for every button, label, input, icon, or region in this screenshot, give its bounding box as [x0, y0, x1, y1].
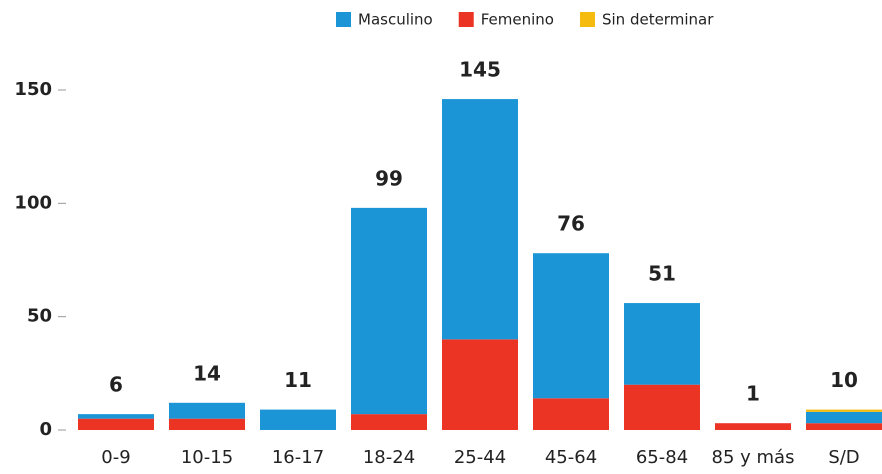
y-tick-label: 100 [14, 192, 52, 213]
x-tick-label: S/D [828, 447, 859, 468]
total-label: 10 [830, 368, 858, 392]
total-label: 99 [375, 166, 403, 190]
bar-segment [624, 303, 700, 385]
x-tick-label: 25-44 [454, 447, 506, 468]
bar-segment [806, 409, 882, 412]
x-tick-label: 16-17 [272, 447, 324, 468]
bar-segment [806, 423, 882, 430]
x-tick-label: 45-64 [545, 447, 597, 468]
bar-segment [169, 418, 245, 430]
bar-segment [442, 339, 518, 430]
total-label: 6 [109, 373, 123, 397]
x-tick-label: 65-84 [636, 447, 688, 468]
bar-segment [260, 409, 336, 430]
bar-segment [533, 253, 609, 399]
y-tick-label: 50 [27, 306, 52, 327]
total-label: 1 [746, 382, 760, 406]
bar-segment [533, 398, 609, 430]
legend-label: Sin determinar [602, 11, 714, 29]
bar-segment [715, 423, 791, 430]
total-label: 145 [459, 58, 501, 82]
total-label: 14 [193, 361, 221, 385]
x-tick-label: 10-15 [181, 447, 233, 468]
bar-segment [624, 384, 700, 430]
total-label: 51 [648, 262, 676, 286]
y-tick-label: 150 [14, 79, 52, 100]
legend-label: Masculino [358, 11, 433, 29]
x-tick-label: 0-9 [101, 447, 130, 468]
y-tick-label: 0 [39, 419, 52, 440]
bar-segment [169, 402, 245, 419]
bar-segment [806, 411, 882, 424]
legend-swatch [579, 12, 595, 27]
bar-segment [78, 418, 154, 430]
x-tick-label: 85 y más [712, 447, 795, 468]
bar-segment [78, 414, 154, 419]
total-label: 11 [284, 368, 312, 392]
legend-swatch [336, 12, 351, 27]
x-tick-label: 18-24 [363, 447, 415, 468]
bar-segment [351, 207, 427, 415]
legend-label: Femenino [481, 11, 554, 29]
total-label: 76 [557, 212, 585, 236]
bar-segment [351, 414, 427, 430]
bar-segment [442, 99, 518, 340]
legend-swatch [458, 12, 474, 27]
